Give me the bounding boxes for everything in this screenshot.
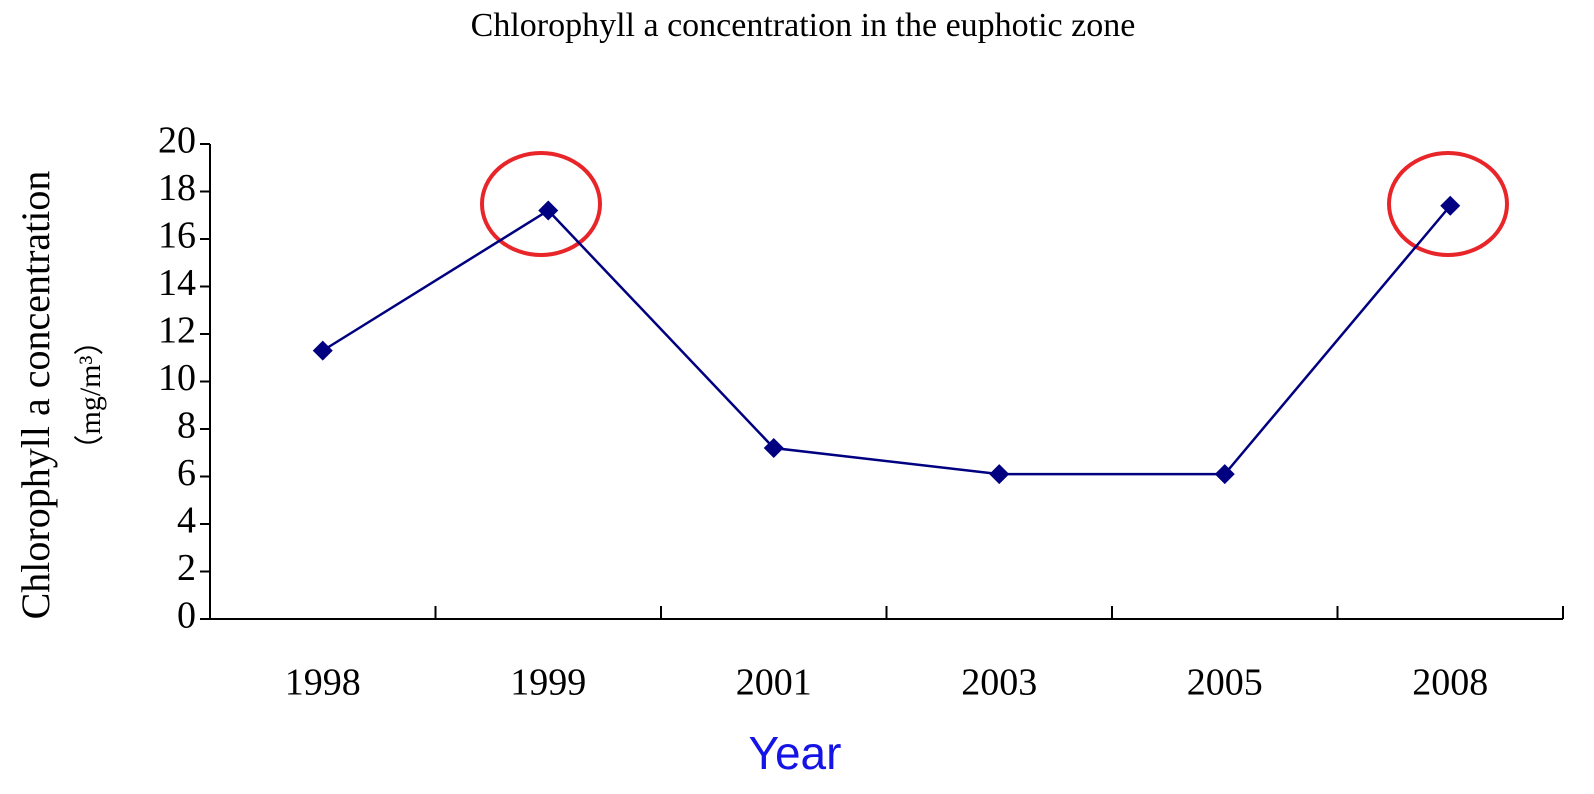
- y-axis-unit: （mg/m³）: [74, 326, 107, 465]
- y-tick-label: 2: [177, 547, 196, 589]
- y-tick-label: 18: [158, 167, 196, 209]
- highlight-circle: [480, 151, 602, 257]
- marker: [1214, 464, 1235, 485]
- x-tick-label: 1999: [510, 662, 586, 704]
- y-tick-label: 16: [158, 215, 196, 257]
- line: [322, 204, 1452, 476]
- y-tick-label: 6: [177, 452, 196, 494]
- y-tick-label: 20: [158, 120, 196, 162]
- x-tick-label: 2008: [1412, 662, 1488, 704]
- marker: [538, 200, 559, 221]
- y-tick-label: 10: [158, 357, 196, 399]
- x-tick-label: 2005: [1187, 662, 1263, 704]
- marker: [763, 438, 784, 458]
- y-tick-label: 14: [158, 262, 196, 304]
- chart-title: Chlorophyll a concentration in the eupho…: [471, 7, 1136, 44]
- x-tick-label: 1998: [285, 662, 361, 704]
- y-tick-label: 8: [177, 405, 196, 447]
- x-tick-label: 2003: [961, 662, 1037, 704]
- highlight-circle: [1387, 151, 1509, 257]
- x-tick-label: 2001: [736, 662, 812, 704]
- y-tick-label: 12: [158, 310, 196, 352]
- x-axis-label: Year: [749, 727, 842, 779]
- y-tick-label: 0: [177, 595, 196, 637]
- marker: [312, 340, 333, 361]
- y-tick-label: 4: [177, 500, 196, 542]
- marker: [989, 464, 1010, 485]
- marker: [1440, 195, 1461, 216]
- y-axis-label: Chlorophyll a concentration: [13, 171, 58, 620]
